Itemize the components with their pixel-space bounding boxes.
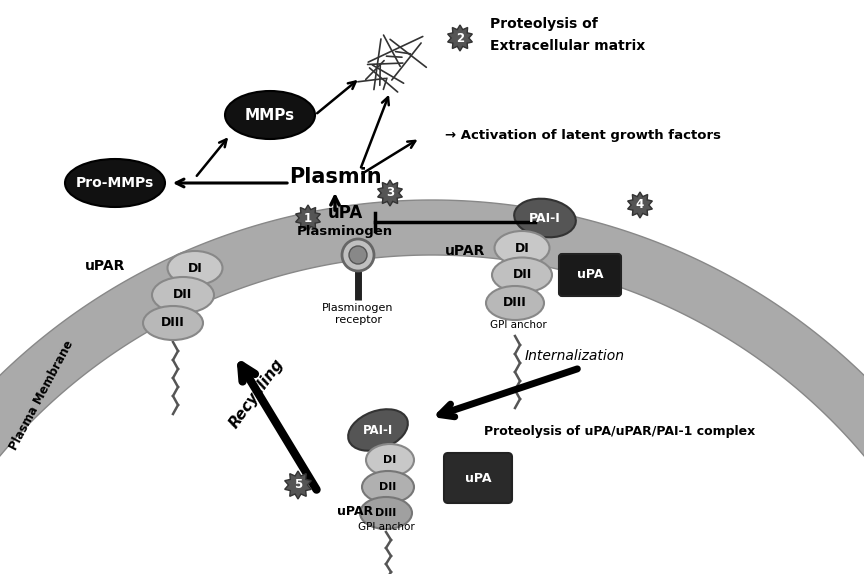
Text: DI: DI (187, 262, 202, 274)
Text: PAI-I: PAI-I (529, 211, 561, 224)
Polygon shape (378, 180, 403, 206)
Polygon shape (0, 200, 864, 574)
Text: Plasmin: Plasmin (289, 167, 381, 187)
Polygon shape (448, 25, 473, 51)
Ellipse shape (143, 306, 203, 340)
Ellipse shape (348, 409, 408, 451)
Text: uPAR: uPAR (337, 505, 373, 518)
Text: DI: DI (515, 242, 530, 254)
Text: DIII: DIII (375, 508, 397, 518)
Text: Extracellular matrix: Extracellular matrix (490, 39, 645, 53)
Text: 4: 4 (636, 199, 645, 211)
Ellipse shape (494, 231, 550, 265)
Text: DI: DI (384, 455, 397, 465)
Text: DIII: DIII (161, 316, 185, 329)
Text: 3: 3 (386, 187, 394, 200)
Text: uPAR: uPAR (445, 244, 486, 258)
Text: Plasma Membrane: Plasma Membrane (8, 338, 77, 452)
Text: Plasminogen: Plasminogen (297, 225, 393, 238)
Circle shape (342, 239, 374, 271)
Ellipse shape (492, 258, 552, 293)
Text: → Activation of latent growth factors: → Activation of latent growth factors (445, 129, 721, 142)
Text: Recycling: Recycling (227, 356, 287, 431)
Ellipse shape (486, 286, 544, 320)
Text: DII: DII (174, 289, 193, 301)
Polygon shape (295, 205, 321, 231)
Polygon shape (284, 471, 311, 499)
FancyBboxPatch shape (559, 254, 621, 296)
Text: Proteolysis of uPA/uPAR/PAI-1 complex: Proteolysis of uPA/uPAR/PAI-1 complex (485, 425, 756, 438)
Ellipse shape (514, 199, 575, 237)
Text: Proteolysis of: Proteolysis of (490, 17, 598, 31)
Ellipse shape (366, 444, 414, 476)
Ellipse shape (362, 471, 414, 503)
Ellipse shape (152, 277, 214, 313)
Text: PAI-I: PAI-I (363, 424, 393, 436)
Text: DII: DII (379, 482, 397, 492)
Text: uPA: uPA (577, 269, 603, 281)
Text: uPAR: uPAR (85, 259, 125, 273)
Text: MMPs: MMPs (245, 107, 295, 122)
Ellipse shape (360, 497, 412, 529)
Ellipse shape (168, 251, 223, 285)
Text: Plasminogen
receptor: Plasminogen receptor (322, 303, 394, 325)
Text: Internalization: Internalization (525, 349, 625, 363)
Polygon shape (627, 192, 652, 218)
Ellipse shape (65, 159, 165, 207)
Text: Pro-MMPs: Pro-MMPs (76, 176, 154, 190)
Ellipse shape (225, 91, 315, 139)
Text: 5: 5 (294, 479, 302, 491)
Text: 2: 2 (456, 32, 464, 45)
Text: uPA: uPA (465, 471, 492, 484)
Text: DII: DII (512, 269, 531, 281)
Text: GPI anchor: GPI anchor (358, 522, 415, 532)
Text: uPA: uPA (327, 204, 363, 222)
Circle shape (349, 246, 367, 264)
Text: GPI anchor: GPI anchor (490, 320, 546, 330)
Text: DIII: DIII (503, 297, 527, 309)
FancyBboxPatch shape (444, 453, 512, 503)
Text: 1: 1 (304, 211, 312, 224)
